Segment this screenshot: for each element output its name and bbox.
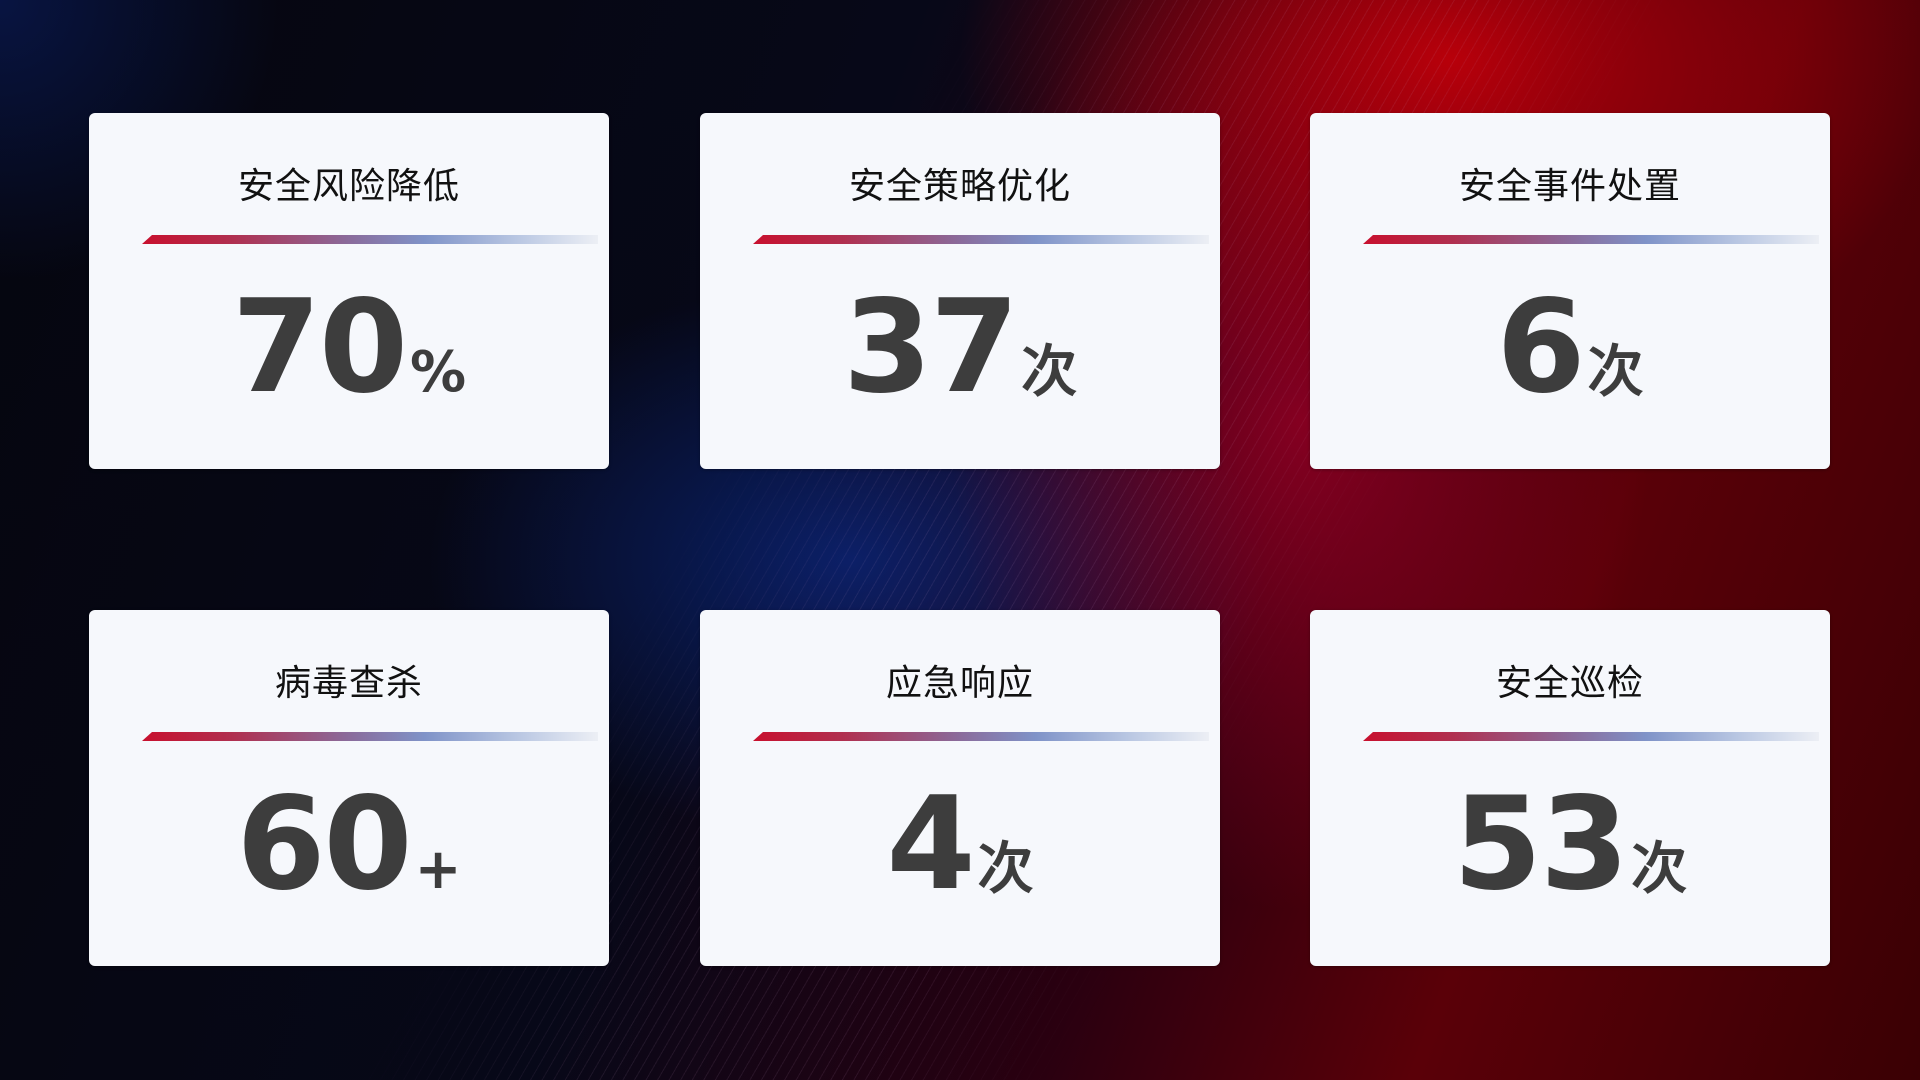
card-value: 60+ (89, 770, 609, 919)
value-number: 70 (231, 273, 408, 422)
card-divider (142, 235, 598, 244)
value-unit: 次 (977, 837, 1034, 902)
card-value: 4次 (700, 770, 1220, 919)
card-title: 安全巡检 (1495, 663, 1644, 704)
value-unit: % (410, 340, 467, 405)
value-number: 60 (236, 770, 412, 919)
card-value: 70% (89, 273, 609, 422)
card-title: 应急响应 (885, 663, 1034, 704)
card-divider (753, 235, 1209, 244)
value-unit: 次 (1587, 340, 1644, 405)
card-divider (1363, 235, 1819, 244)
value-number: 4 (886, 770, 975, 919)
card-title: 安全事件处置 (1458, 166, 1681, 207)
card-value: 37次 (700, 273, 1220, 422)
card-divider (142, 732, 598, 741)
value-unit: 次 (1631, 837, 1688, 902)
value-number: 37 (842, 273, 1019, 422)
card-title: 病毒查杀 (274, 663, 423, 704)
stat-card-security-patrol: 安全巡检 53次 (1310, 610, 1830, 966)
card-title: 安全策略优化 (848, 166, 1071, 207)
value-number: 53 (1452, 770, 1629, 919)
card-title: 安全风险降低 (237, 166, 460, 207)
stat-card-emergency-response: 应急响应 4次 (700, 610, 1220, 966)
card-value: 6次 (1310, 273, 1830, 422)
value-unit: 次 (1021, 340, 1078, 405)
stat-card-incident-handling: 安全事件处置 6次 (1310, 113, 1830, 469)
stat-card-virus-removal: 病毒查杀 60+ (89, 610, 609, 966)
card-value: 53次 (1310, 770, 1830, 919)
card-divider (1363, 732, 1819, 741)
value-number: 6 (1496, 273, 1585, 422)
stat-card-policy-optimization: 安全策略优化 37次 (700, 113, 1220, 469)
card-divider (753, 732, 1209, 741)
stat-card-risk-reduction: 安全风险降低 70% (89, 113, 609, 469)
value-unit: + (414, 837, 462, 902)
